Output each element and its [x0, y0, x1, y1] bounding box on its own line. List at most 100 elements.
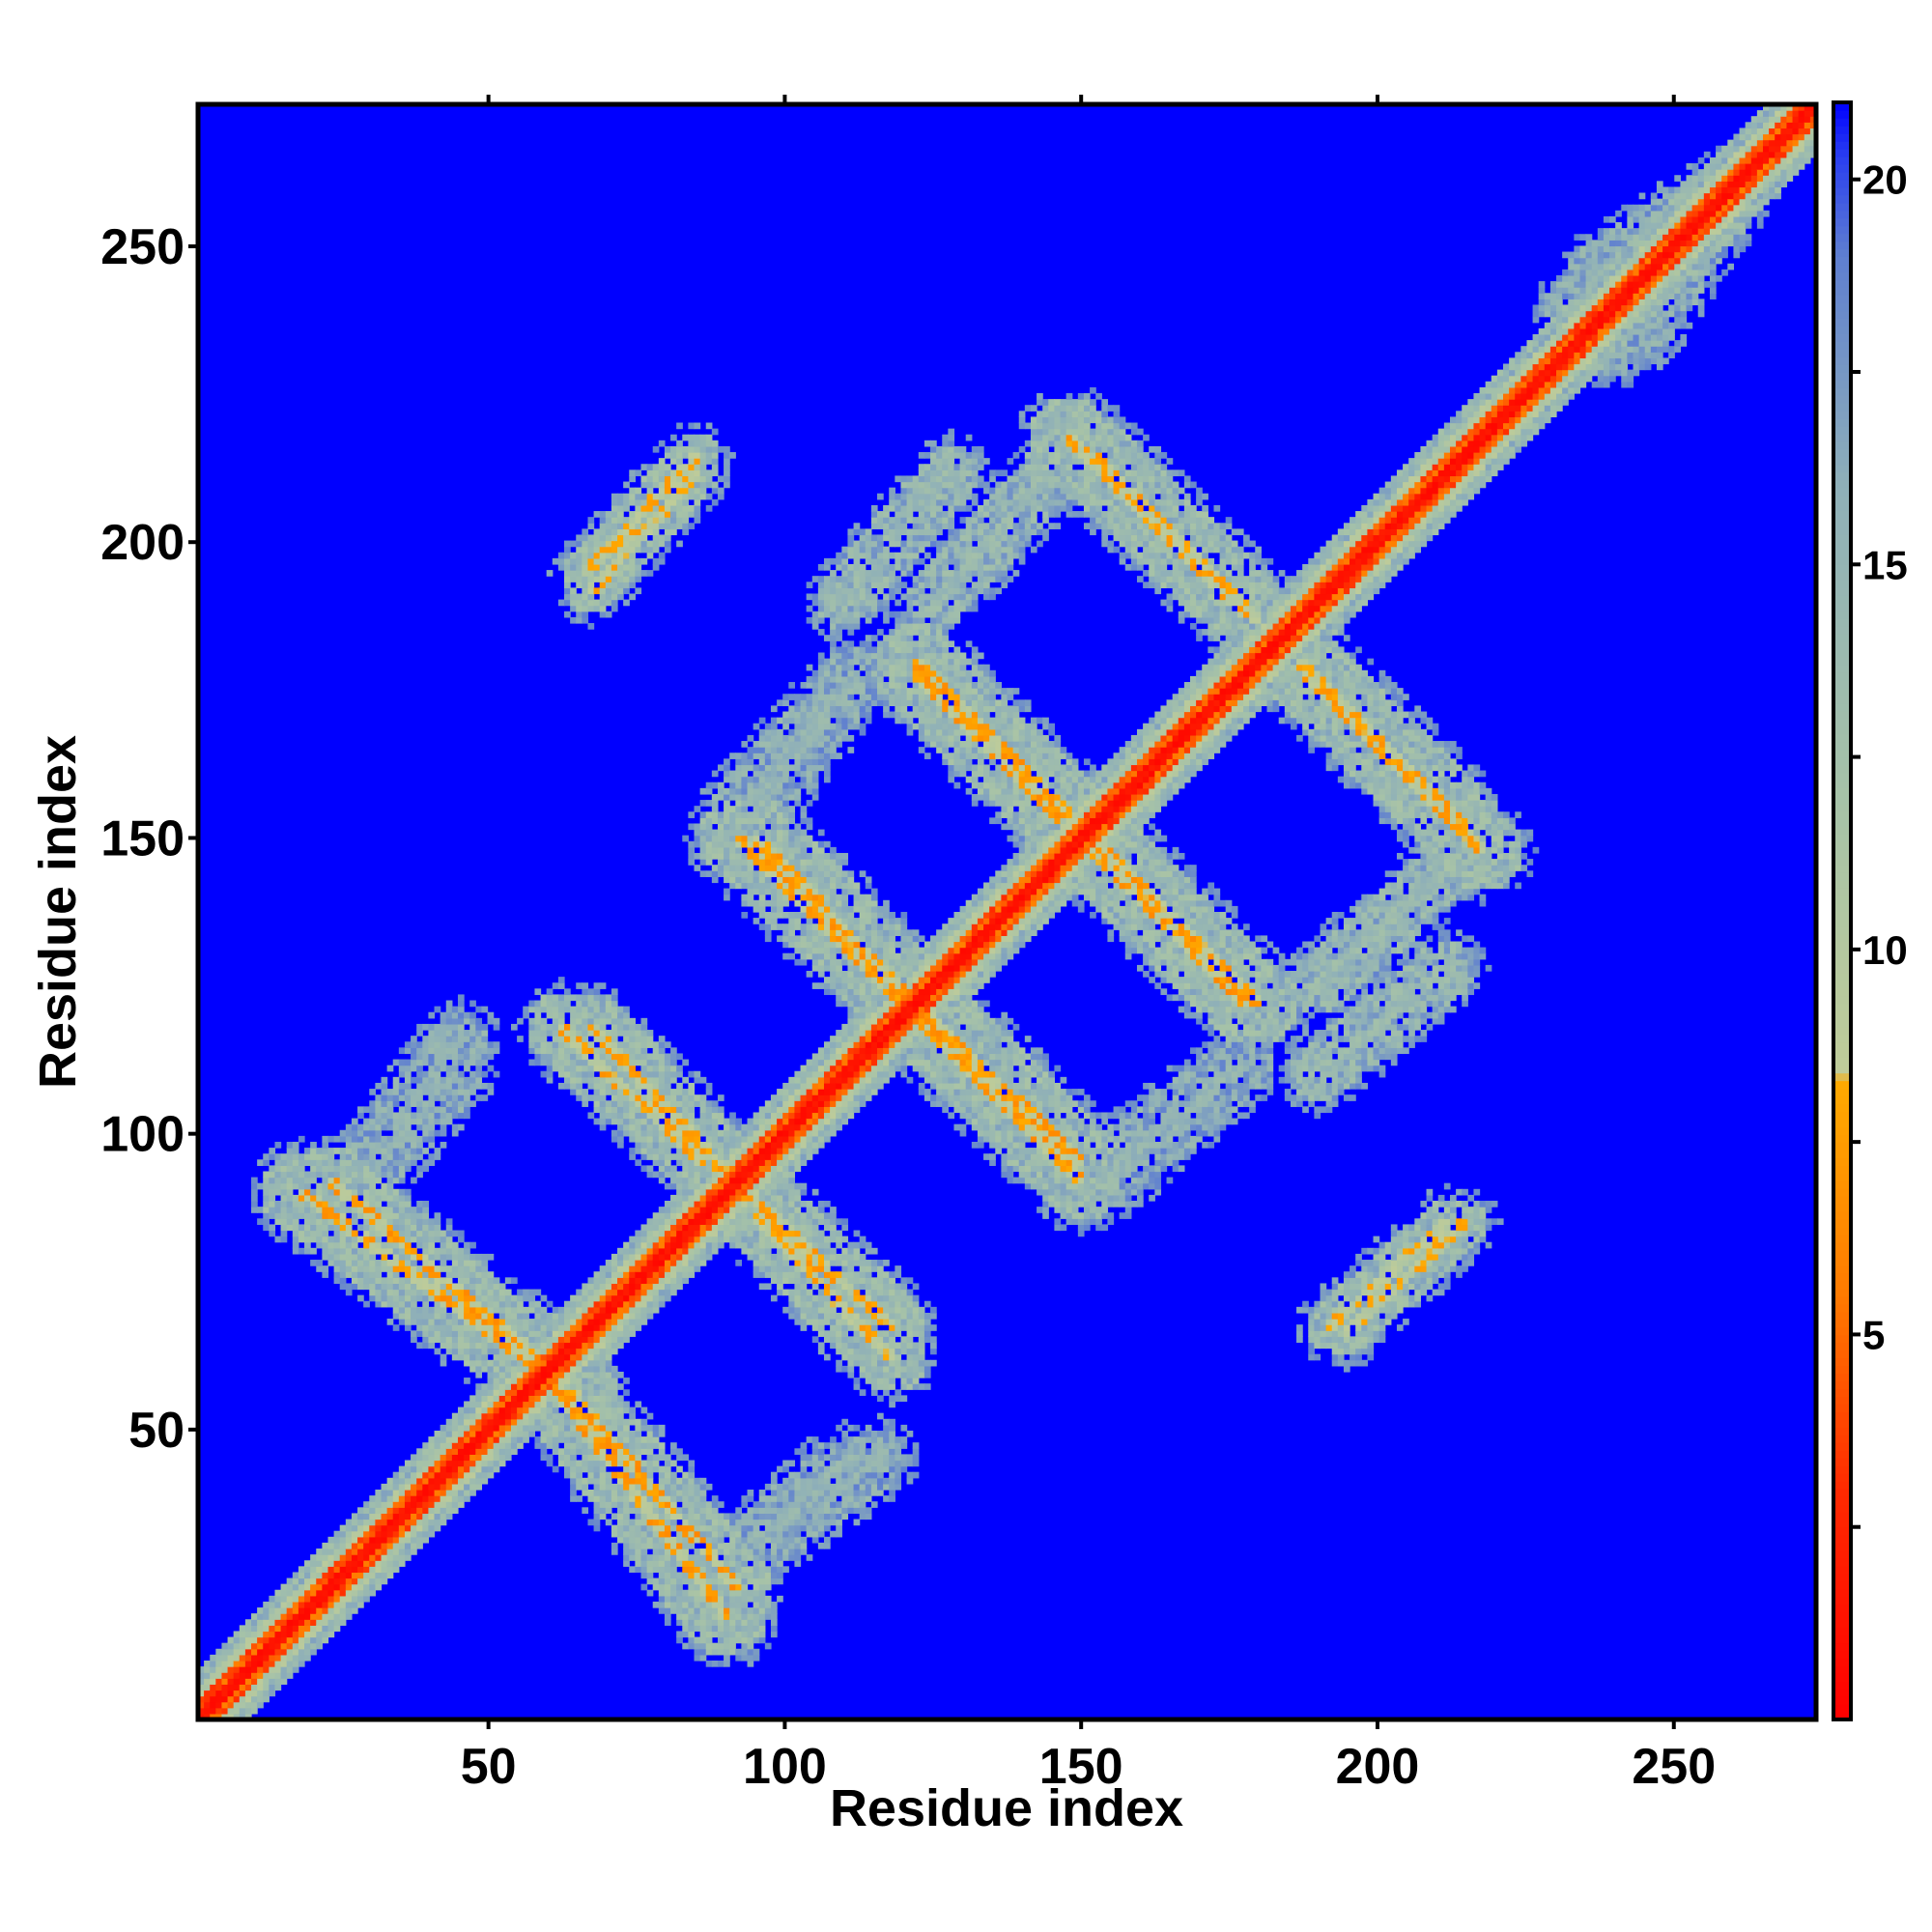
heatmap-cell [333, 1613, 341, 1620]
heatmap-cell [434, 1324, 441, 1331]
heatmap-cell [605, 1306, 612, 1314]
heatmap-cell [375, 1260, 383, 1266]
heatmap-cell [623, 1089, 630, 1095]
heatmap-cell [741, 1524, 749, 1532]
heatmap-cell [587, 517, 595, 524]
heatmap-cell [298, 1583, 305, 1591]
heatmap-cell [705, 1141, 713, 1149]
heatmap-cell [599, 1513, 607, 1520]
heatmap-cell [546, 1389, 554, 1396]
heatmap-cell [416, 1460, 423, 1467]
heatmap-cell [682, 1642, 689, 1650]
heatmap-cell [316, 1601, 323, 1608]
heatmap-cell [646, 552, 654, 559]
heatmap-cell [239, 1660, 246, 1667]
heatmap-cell [699, 452, 707, 459]
heatmap-cell [451, 1312, 459, 1320]
heatmap-cell [629, 1030, 636, 1037]
heatmap-cell [428, 1159, 436, 1166]
heatmap-cell [611, 1378, 618, 1384]
heatmap-cell [517, 1353, 524, 1361]
heatmap-cell [504, 1336, 512, 1344]
heatmap-cell [605, 1495, 612, 1502]
heatmap-cell [576, 1378, 582, 1384]
heatmap-cell [652, 1212, 660, 1219]
heatmap-cell [640, 1524, 648, 1532]
heatmap-cell [416, 1342, 423, 1350]
heatmap-cell [717, 1118, 724, 1125]
heatmap-cell [292, 1182, 299, 1190]
heatmap-cell [705, 1212, 713, 1219]
heatmap-cell [464, 1336, 470, 1344]
heatmap-cell [428, 1036, 436, 1042]
heatmap-cell [546, 1401, 554, 1408]
heatmap-cell [369, 1513, 376, 1520]
heatmap-cell [511, 1319, 518, 1325]
heatmap-cell [298, 1595, 305, 1603]
heatmap-cell [747, 1165, 754, 1173]
heatmap-cell [398, 1483, 406, 1491]
heatmap-cell [504, 1406, 512, 1414]
heatmap-cell [557, 1371, 565, 1378]
heatmap-cell [339, 1135, 347, 1143]
heatmap-cell [316, 1260, 323, 1266]
heatmap-cell [469, 1089, 476, 1095]
heatmap-cell [534, 1348, 542, 1355]
heatmap-cell [694, 1159, 701, 1166]
heatmap-cell [392, 1477, 400, 1485]
heatmap-cell [646, 1218, 654, 1226]
heatmap-cell [635, 1241, 642, 1249]
heatmap-cell [611, 1424, 618, 1432]
heatmap-cell [440, 1036, 447, 1042]
heatmap-cell [322, 1613, 329, 1620]
heatmap-cell [747, 776, 754, 783]
heatmap-cell [694, 445, 701, 453]
heatmap-cell [593, 528, 601, 536]
heatmap-cell [445, 1483, 453, 1491]
heatmap-cell [292, 1247, 299, 1255]
heatmap-cell [546, 1006, 554, 1013]
heatmap-cell [670, 458, 677, 465]
heatmap-cell [428, 1065, 436, 1072]
heatmap-cell [504, 1401, 512, 1408]
heatmap-cell [593, 1094, 601, 1101]
heatmap-cell [546, 1076, 554, 1084]
heatmap-cell [280, 1613, 288, 1620]
heatmap-cell [274, 1141, 282, 1149]
heatmap-cell [646, 1566, 654, 1574]
heatmap-cell [310, 1177, 317, 1184]
heatmap-cell [724, 1548, 730, 1555]
heatmap-cell [753, 817, 760, 825]
heatmap-cell [699, 1601, 707, 1608]
heatmap-cell [717, 817, 724, 825]
heatmap-cell [741, 865, 749, 871]
heatmap-cell [747, 835, 754, 842]
heatmap-cell [221, 1660, 229, 1667]
heatmap-cell [251, 1619, 258, 1626]
heatmap-cell [333, 1182, 341, 1190]
heatmap-cell [404, 1324, 412, 1331]
heatmap-cell [351, 1524, 358, 1532]
heatmap-cell [464, 1418, 470, 1426]
heatmap-cell [599, 1342, 607, 1350]
heatmap-cell [646, 1089, 654, 1095]
heatmap-cell [611, 1418, 618, 1426]
heatmap-cell [286, 1224, 294, 1232]
heatmap-cell [576, 552, 582, 559]
heatmap-cell [564, 587, 571, 595]
heatmap-cell [576, 611, 582, 618]
heatmap-cell [316, 1224, 323, 1232]
heatmap-cell [392, 1076, 400, 1084]
heatmap-cell [747, 1577, 754, 1585]
heatmap-cell [375, 1583, 383, 1591]
heatmap-cell [404, 1082, 412, 1090]
heatmap-cell [729, 1648, 736, 1656]
heatmap-cell [428, 1294, 436, 1302]
heatmap-cell [682, 1253, 689, 1261]
heatmap-cell [735, 840, 743, 848]
heatmap-cell [593, 1306, 601, 1314]
heatmap-cell [646, 1094, 654, 1101]
heatmap-cell [304, 1648, 311, 1656]
heatmap-cell [664, 1289, 671, 1296]
heatmap-cell [221, 1672, 229, 1679]
